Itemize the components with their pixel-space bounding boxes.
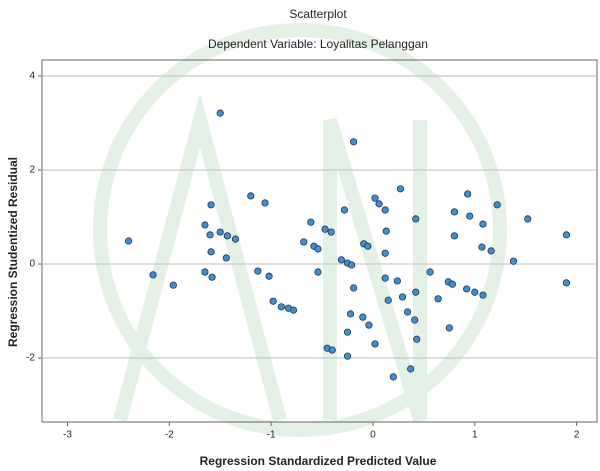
point [350, 139, 356, 145]
x-tick-label: 2 [574, 430, 580, 441]
point [382, 250, 388, 256]
y-tick-label: 2 [29, 165, 35, 176]
point [217, 110, 223, 116]
point [217, 229, 223, 235]
point [479, 244, 485, 250]
point [446, 325, 452, 331]
point [383, 228, 389, 234]
point [350, 285, 356, 291]
y-tick-label: -2 [26, 353, 35, 364]
point [308, 219, 314, 225]
point [170, 282, 176, 288]
point [451, 233, 457, 239]
point [266, 273, 272, 279]
point [255, 268, 261, 274]
point [372, 341, 378, 347]
chart-subtitle: Dependent Variable: Loyalitas Pelanggan [208, 37, 428, 51]
point [451, 209, 457, 215]
point [385, 297, 391, 303]
point [270, 298, 276, 304]
point [376, 201, 382, 207]
x-tick-label: 0 [370, 430, 376, 441]
point [262, 200, 268, 206]
point [223, 255, 229, 261]
point [150, 272, 156, 278]
point [449, 281, 455, 287]
point [202, 269, 208, 275]
point [525, 216, 531, 222]
point [344, 329, 350, 335]
point [472, 289, 478, 295]
point [348, 262, 354, 268]
point [494, 202, 500, 208]
y-tick-label: 0 [29, 259, 35, 270]
chart-title: Scatterplot [289, 7, 347, 21]
point [232, 236, 238, 242]
point [347, 311, 353, 317]
point [394, 278, 400, 284]
point [208, 249, 214, 255]
point [463, 286, 469, 292]
point [322, 226, 328, 232]
point [464, 191, 470, 197]
point [412, 317, 418, 323]
point [413, 216, 419, 222]
point [382, 275, 388, 281]
point [315, 269, 321, 275]
point [207, 232, 213, 238]
x-tick-label: -2 [165, 430, 174, 441]
point [414, 336, 420, 342]
point [366, 322, 372, 328]
point [407, 366, 413, 372]
x-tick-label: 1 [472, 430, 478, 441]
point [404, 309, 410, 315]
point [480, 292, 486, 298]
point [208, 202, 214, 208]
point [301, 239, 307, 245]
x-axis-title: Regression Standardized Predicted Value [200, 454, 437, 468]
chart: Scatterplot Dependent Variable: Loyalita… [0, 0, 600, 471]
point [278, 304, 284, 310]
x-tick-label: -1 [267, 430, 276, 441]
y-axis-title: Regression Studentized Residual [6, 157, 20, 347]
point [344, 353, 350, 359]
point [125, 238, 131, 244]
point [365, 243, 371, 249]
point [202, 222, 208, 228]
point [224, 233, 230, 239]
point [329, 347, 335, 353]
y-tick-label: 4 [29, 71, 35, 82]
point [382, 207, 388, 213]
point [435, 296, 441, 302]
point [480, 221, 486, 227]
point [399, 294, 405, 300]
point [328, 229, 334, 235]
point [563, 280, 569, 286]
x-tick-label: -3 [63, 430, 72, 441]
point [488, 248, 494, 254]
point [427, 269, 433, 275]
point [338, 257, 344, 263]
watermark-ring [100, 30, 500, 430]
point [563, 232, 569, 238]
point [510, 258, 516, 264]
point [209, 274, 215, 280]
point [372, 195, 378, 201]
point [390, 374, 396, 380]
point [315, 246, 321, 252]
point [290, 307, 296, 313]
point [397, 186, 403, 192]
point [413, 289, 419, 295]
point [360, 314, 366, 320]
point [341, 207, 347, 213]
point [467, 213, 473, 219]
point [248, 193, 254, 199]
watermark [100, 30, 500, 430]
